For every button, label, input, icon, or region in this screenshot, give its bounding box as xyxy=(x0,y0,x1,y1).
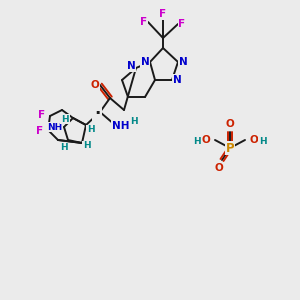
Text: O: O xyxy=(91,80,99,90)
Text: O: O xyxy=(202,135,210,145)
Text: F: F xyxy=(38,110,46,120)
Text: H: H xyxy=(83,142,91,151)
Text: P: P xyxy=(226,142,234,154)
Text: O: O xyxy=(214,163,224,173)
Text: H: H xyxy=(259,136,267,146)
Text: N: N xyxy=(172,75,182,85)
Text: H: H xyxy=(193,136,201,146)
Text: H: H xyxy=(130,118,138,127)
Text: F: F xyxy=(36,126,43,136)
Text: ·: · xyxy=(94,105,100,123)
Text: N: N xyxy=(178,57,188,67)
Text: NH: NH xyxy=(112,121,130,131)
Text: F: F xyxy=(159,9,167,19)
Text: NH: NH xyxy=(47,122,63,131)
Text: H: H xyxy=(61,115,69,124)
Text: H: H xyxy=(60,143,68,152)
Text: F: F xyxy=(140,17,148,27)
Text: O: O xyxy=(250,135,258,145)
Text: O: O xyxy=(226,119,234,129)
Text: H: H xyxy=(87,125,95,134)
Text: F: F xyxy=(178,19,186,29)
Text: N: N xyxy=(141,57,149,67)
Text: N: N xyxy=(127,61,135,71)
